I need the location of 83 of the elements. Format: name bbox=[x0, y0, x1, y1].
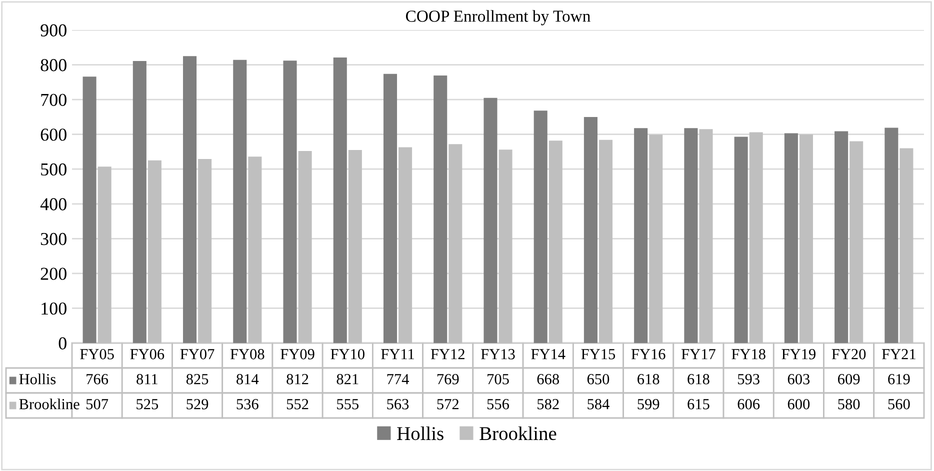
bar bbox=[233, 60, 247, 343]
y-tick-label: 0 bbox=[58, 337, 66, 350]
data-label: 668 bbox=[537, 374, 559, 384]
bar bbox=[333, 57, 347, 343]
bar bbox=[132, 60, 146, 343]
data-label: 593 bbox=[738, 374, 760, 384]
data-label: 600 bbox=[788, 399, 810, 410]
data-label: 582 bbox=[538, 399, 559, 410]
data-label: 619 bbox=[888, 374, 910, 384]
x-tick-label: FY07 bbox=[180, 349, 214, 360]
x-tick-label: FY19 bbox=[782, 349, 816, 360]
bar bbox=[82, 76, 96, 343]
data-label: 599 bbox=[638, 399, 660, 410]
x-tick-label: FY14 bbox=[531, 349, 566, 360]
bar bbox=[584, 116, 598, 343]
data-label: 774 bbox=[387, 374, 409, 384]
data-label: 766 bbox=[86, 374, 108, 384]
data-label: 580 bbox=[838, 399, 860, 410]
x-tick-label: FY06 bbox=[130, 349, 164, 360]
text: Hollis bbox=[397, 426, 444, 440]
y-tick-label: 900 bbox=[40, 24, 66, 36]
text: Brookline bbox=[480, 426, 556, 440]
bar bbox=[634, 128, 648, 343]
data-label: 814 bbox=[236, 374, 259, 384]
x-tick-label: FY10 bbox=[330, 349, 364, 360]
bar bbox=[183, 56, 197, 343]
data-label: 552 bbox=[286, 399, 308, 410]
data-label: 769 bbox=[437, 374, 459, 384]
data-label: 650 bbox=[587, 374, 610, 384]
data-label: 556 bbox=[487, 399, 509, 410]
x-tick-label: FY12 bbox=[430, 349, 464, 360]
y-tick-label: 500 bbox=[41, 163, 66, 176]
data-label: 821 bbox=[336, 374, 358, 384]
data-label: 606 bbox=[738, 399, 760, 410]
data-label: 529 bbox=[186, 399, 208, 410]
x-tick-label: FY11 bbox=[381, 349, 414, 360]
bar bbox=[834, 131, 848, 343]
data-label: 563 bbox=[387, 399, 409, 410]
bar bbox=[684, 128, 698, 343]
x-tick-label: FY05 bbox=[80, 349, 114, 360]
data-label: 584 bbox=[588, 399, 610, 410]
data-label: 560 bbox=[888, 399, 910, 410]
data-label: 603 bbox=[788, 374, 810, 384]
chart-title: COOP Enrollment by Town bbox=[406, 10, 590, 26]
data-label: 705 bbox=[488, 374, 509, 384]
data-label: 572 bbox=[437, 399, 458, 410]
data-label: 507 bbox=[86, 399, 108, 410]
data-label: 555 bbox=[337, 399, 359, 410]
bar bbox=[383, 74, 398, 343]
data-label: 811 bbox=[136, 374, 158, 384]
data-label: 618 bbox=[688, 374, 710, 384]
legend-label: Brookline bbox=[19, 398, 80, 410]
data-label: 825 bbox=[186, 374, 208, 384]
data-label: 615 bbox=[688, 399, 710, 410]
y-tick-label: 300 bbox=[40, 232, 66, 246]
y-tick-label: 400 bbox=[40, 198, 66, 210]
bar bbox=[534, 110, 548, 343]
x-tick-label: FY15 bbox=[581, 349, 616, 360]
y-tick-label: 700 bbox=[41, 94, 66, 106]
bar bbox=[434, 76, 448, 343]
y-tick-label: 600 bbox=[40, 128, 66, 141]
x-tick-label: FY08 bbox=[230, 349, 264, 360]
bar bbox=[784, 133, 798, 343]
bar bbox=[734, 136, 748, 343]
x-tick-label: FY20 bbox=[832, 349, 866, 360]
data-label: 812 bbox=[286, 374, 308, 384]
y-tick-label: 800 bbox=[40, 59, 66, 72]
x-tick-label: FY13 bbox=[481, 349, 515, 360]
y-tick-label: 100 bbox=[42, 302, 66, 315]
data-label: 618 bbox=[638, 374, 660, 384]
bar bbox=[884, 128, 898, 343]
data-label: 525 bbox=[136, 399, 158, 410]
x-tick-label: FY16 bbox=[631, 349, 666, 360]
x-tick-label: FY17 bbox=[682, 349, 716, 360]
bar bbox=[283, 60, 297, 343]
data-label: 536 bbox=[236, 399, 258, 410]
data-label: 609 bbox=[838, 374, 860, 384]
x-tick-label: FY18 bbox=[732, 349, 766, 360]
x-tick-label: FY09 bbox=[280, 349, 314, 360]
legend-label: Hollis bbox=[19, 374, 56, 384]
y-tick-label: 200 bbox=[40, 268, 66, 280]
x-tick-label: FY21 bbox=[882, 349, 916, 360]
bar bbox=[484, 98, 498, 343]
